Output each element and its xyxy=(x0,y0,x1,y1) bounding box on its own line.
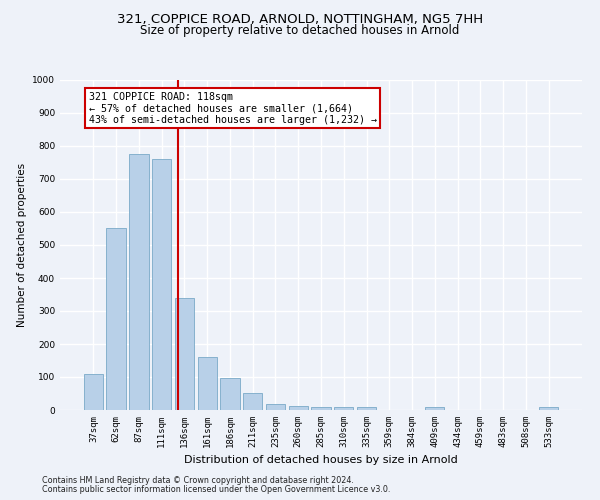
Text: 321 COPPICE ROAD: 118sqm
← 57% of detached houses are smaller (1,664)
43% of sem: 321 COPPICE ROAD: 118sqm ← 57% of detach… xyxy=(89,92,377,124)
Bar xyxy=(220,378,239,410)
Bar xyxy=(289,406,308,410)
Bar xyxy=(311,406,331,410)
Bar xyxy=(175,298,194,410)
Bar xyxy=(539,406,558,410)
Bar xyxy=(357,406,376,410)
Bar xyxy=(425,406,445,410)
Bar xyxy=(266,404,285,410)
Bar xyxy=(243,393,262,410)
Bar xyxy=(129,154,149,410)
X-axis label: Distribution of detached houses by size in Arnold: Distribution of detached houses by size … xyxy=(184,456,458,466)
Bar xyxy=(152,159,172,410)
Text: Size of property relative to detached houses in Arnold: Size of property relative to detached ho… xyxy=(140,24,460,37)
Bar xyxy=(197,357,217,410)
Text: Contains HM Land Registry data © Crown copyright and database right 2024.: Contains HM Land Registry data © Crown c… xyxy=(42,476,354,485)
Bar xyxy=(106,228,126,410)
Text: 321, COPPICE ROAD, ARNOLD, NOTTINGHAM, NG5 7HH: 321, COPPICE ROAD, ARNOLD, NOTTINGHAM, N… xyxy=(117,12,483,26)
Y-axis label: Number of detached properties: Number of detached properties xyxy=(17,163,26,327)
Text: Contains public sector information licensed under the Open Government Licence v3: Contains public sector information licen… xyxy=(42,485,391,494)
Bar xyxy=(334,406,353,410)
Bar xyxy=(84,374,103,410)
